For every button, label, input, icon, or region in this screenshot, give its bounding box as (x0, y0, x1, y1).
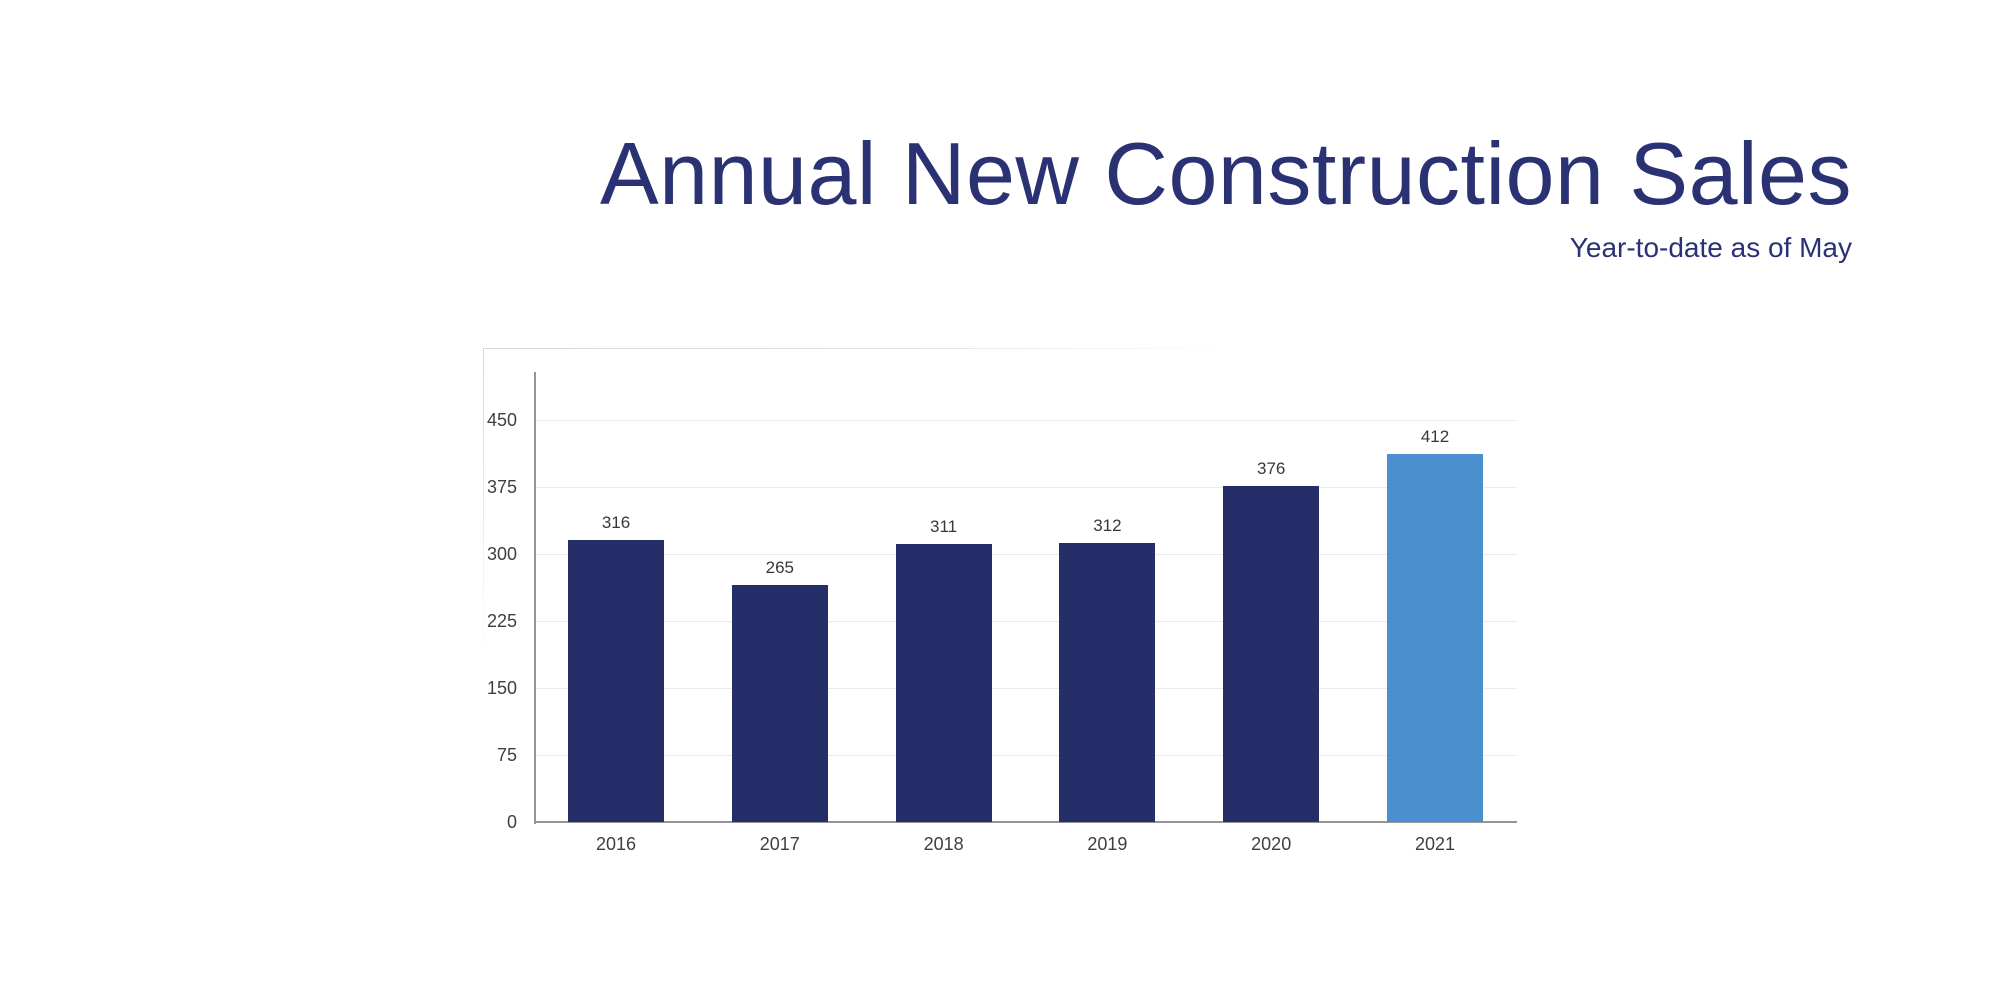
bar-group-2019: 312 2019 (1059, 420, 1156, 853)
gridline-75 (535, 755, 1517, 756)
bar-group-2016: 316 2016 (568, 420, 664, 853)
y-tick-label-375: 375 (486, 477, 517, 497)
bar-2019 (1059, 543, 1156, 822)
bar-2016 (568, 540, 664, 822)
y-tick-label-225: 225 (486, 611, 517, 631)
x-tick-label-2021: 2021 (1414, 834, 1456, 854)
x-tick-label-2019: 2019 (1087, 834, 1128, 854)
panel-border-left (483, 348, 484, 668)
bar-group-2021: 412 2021 (1387, 420, 1483, 853)
bar-value-label-2016: 316 (601, 513, 631, 532)
y-tick-label-450: 450 (486, 410, 517, 430)
chart-panel: 0 75 150 225 300 375 450 316 2016 265 2017 311 2018… (483, 348, 1535, 864)
gridline-150 (535, 688, 1517, 689)
x-tick-label-2020: 2020 (1251, 834, 1292, 854)
y-tick-label-150: 150 (486, 678, 517, 698)
y-tick-label-75: 75 (496, 745, 517, 765)
x-tick-label-2017: 2017 (759, 834, 800, 854)
bar-2020 (1223, 486, 1320, 822)
gridline-450 (535, 420, 1517, 421)
x-tick-label-2016: 2016 (595, 834, 637, 854)
bar-group-2018: 311 2018 (895, 420, 992, 853)
y-axis-line (534, 372, 536, 824)
bar-value-label-2019: 312 (1093, 516, 1122, 535)
bar-value-label-2020: 376 (1257, 459, 1286, 478)
x-tick-label-2018: 2018 (923, 834, 964, 854)
bar-2021 (1387, 454, 1483, 822)
bar-group-2017: 265 2017 (731, 420, 828, 853)
bar-group-2020: 376 2020 (1223, 420, 1320, 853)
plot-area: 0 75 150 225 300 375 450 316 2016 265 2017 311 2018… (487, 372, 1517, 853)
gridline-0 (535, 821, 1517, 823)
bar-2018 (895, 544, 992, 822)
gridline-375 (535, 487, 1517, 488)
y-tick-label-0: 0 (506, 812, 517, 832)
page-title: Annual New Construction Sales (599, 124, 1852, 223)
title-block: Annual New Construction Sales Year-to-da… (600, 130, 1852, 264)
bar-2017 (731, 585, 828, 822)
y-tick-label-300: 300 (486, 544, 517, 564)
bar-value-label-2017: 265 (765, 558, 794, 577)
gridline-300 (535, 554, 1517, 555)
bar-value-label-2018: 311 (930, 517, 958, 536)
page-subtitle: Year-to-date as of May (1569, 232, 1852, 263)
panel-border-top (483, 348, 1535, 349)
bar-value-label-2021: 412 (1420, 427, 1450, 446)
gridline-225 (535, 621, 1517, 622)
